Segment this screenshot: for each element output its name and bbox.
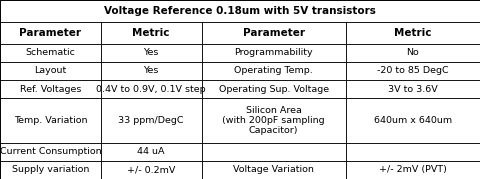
Bar [0,62,101,80]
Bar [202,62,346,80]
Text: +/- 0.2mV: +/- 0.2mV [127,165,175,175]
Bar [101,44,202,62]
Bar [202,161,346,179]
Text: 3V to 3.6V: 3V to 3.6V [388,84,438,93]
Text: Programmability: Programmability [234,48,313,57]
Bar [101,161,202,179]
Text: Operating Sup. Voltage: Operating Sup. Voltage [218,84,329,93]
Bar [202,44,346,62]
Bar [346,161,480,179]
Bar [346,143,480,161]
Text: Yes: Yes [144,48,159,57]
Bar [346,98,480,143]
Text: Temp. Variation: Temp. Variation [13,116,87,125]
Text: Schematic: Schematic [25,48,75,57]
Text: Operating Temp.: Operating Temp. [234,66,313,75]
Text: Voltage Reference 0.18um with 5V transistors: Voltage Reference 0.18um with 5V transis… [104,6,376,16]
Bar [0,161,101,179]
Text: Layout: Layout [34,66,67,75]
Bar [0,0,480,22]
Text: 33 ppm/DegC: 33 ppm/DegC [119,116,184,125]
Text: Parameter: Parameter [242,28,305,38]
Bar [0,44,101,62]
Bar [202,143,346,161]
Text: 0.4V to 0.9V, 0.1V step: 0.4V to 0.9V, 0.1V step [96,84,206,93]
Text: Metric: Metric [132,28,170,38]
Bar [101,80,202,98]
Bar [0,22,101,44]
Bar [346,62,480,80]
Bar [101,98,202,143]
Text: 640um x 640um: 640um x 640um [374,116,452,125]
Bar [346,44,480,62]
Text: 44 uA: 44 uA [137,147,165,156]
Bar [346,80,480,98]
Text: -20 to 85 DegC: -20 to 85 DegC [377,66,449,75]
Text: Voltage Variation: Voltage Variation [233,165,314,175]
Text: Ref. Voltages: Ref. Voltages [20,84,81,93]
Bar [101,22,202,44]
Bar [202,22,346,44]
Bar [0,143,101,161]
Bar [202,98,346,143]
Text: Parameter: Parameter [19,28,82,38]
Bar [0,98,101,143]
Text: Supply variation: Supply variation [12,165,89,175]
Text: Current Consumption: Current Consumption [0,147,101,156]
Text: +/- 2mV (PVT): +/- 2mV (PVT) [379,165,447,175]
Bar [346,22,480,44]
Bar [202,80,346,98]
Text: No: No [407,48,419,57]
Text: Metric: Metric [394,28,432,38]
Bar [101,62,202,80]
Bar [101,143,202,161]
Text: Yes: Yes [144,66,159,75]
Bar [0,80,101,98]
Text: Silicon Area
(with 200pF sampling
Capacitor): Silicon Area (with 200pF sampling Capaci… [222,106,325,135]
